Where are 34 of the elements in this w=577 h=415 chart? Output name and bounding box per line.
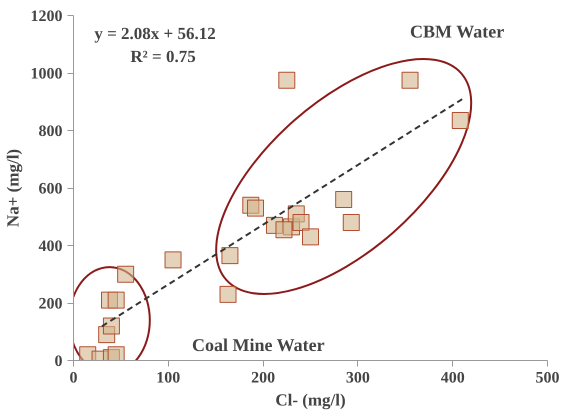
- point: [220, 286, 237, 303]
- point: [342, 214, 360, 231]
- point: [108, 292, 125, 309]
- point: [402, 72, 419, 89]
- x-tick-label: 300: [346, 370, 370, 386]
- annotation: R² = 0.75: [130, 46, 196, 66]
- x-axis-title: Cl- (mg/l): [275, 390, 346, 410]
- annotation: Coal Mine Water: [192, 334, 325, 355]
- point: [278, 72, 296, 89]
- x-tick-label: 200: [251, 370, 276, 386]
- x-tick-label: 100: [156, 370, 180, 386]
- x-tick-label: 400: [440, 370, 465, 386]
- y-axis-title: Na+ (mg/l): [4, 148, 22, 228]
- point: [275, 221, 292, 238]
- x-tick-label: 0: [70, 370, 78, 386]
- point: [452, 112, 469, 129]
- y-tick-label: 600: [38, 180, 62, 198]
- point: [117, 266, 134, 283]
- point: [302, 228, 319, 246]
- annotation: CBM Water: [410, 21, 504, 42]
- annotation: y = 2.08x + 56.12: [94, 24, 216, 43]
- y-tick-label: 800: [38, 123, 62, 140]
- y-tick-label: 200: [38, 296, 62, 312]
- x-tick-label: 500: [536, 370, 560, 386]
- y-tick-label: 400: [38, 238, 62, 255]
- y-tick-label: 1000: [30, 66, 62, 82]
- point: [164, 251, 182, 268]
- y-tick-label: 0: [54, 353, 62, 370]
- point: [335, 191, 352, 208]
- y-tick-label: 1200: [30, 8, 62, 25]
- point: [102, 318, 120, 334]
- point: [247, 200, 264, 217]
- point: [221, 247, 238, 264]
- point: [292, 214, 310, 231]
